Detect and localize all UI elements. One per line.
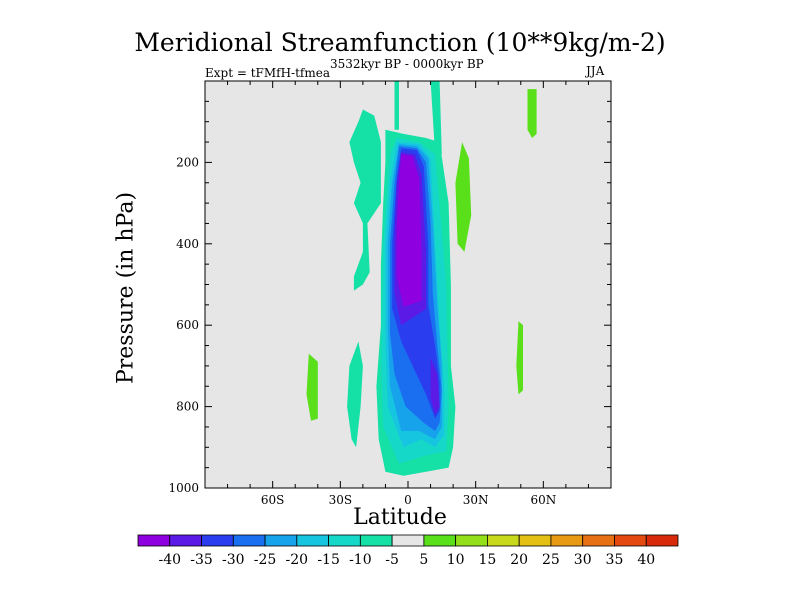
x-tick-label-60S: 60S [261, 493, 285, 507]
x-axis-label: Latitude [353, 505, 447, 530]
experiment-label: Expt = tFMfH-tfmea [205, 66, 331, 80]
colorbar-label-10: 10 [447, 552, 465, 568]
colorbar-box-4 [264, 534, 298, 547]
y-tick-label-800: 800 [176, 400, 199, 414]
contour-region--40 [396, 154, 422, 307]
colorbar-box-3 [232, 534, 266, 547]
colorbar-box-0 [137, 534, 171, 547]
colorbar-box-11 [487, 534, 520, 547]
x-tick-label-30S: 30S [329, 493, 353, 507]
contour-region-10 [516, 321, 523, 395]
colorbar-label-35: 35 [606, 552, 624, 568]
colorbar-box-16 [645, 534, 679, 547]
colorbar-label--20: -20 [286, 552, 309, 568]
colorbar-label-30: 30 [574, 552, 592, 568]
colorbar-box-1 [169, 534, 202, 547]
contour-region--5 [394, 81, 399, 130]
colorbar-label--10: -10 [349, 552, 372, 568]
contour-region--5 [349, 109, 381, 291]
contour-region-10 [306, 353, 318, 421]
contour-region--5 [347, 341, 363, 448]
colorbar-label-15: 15 [478, 552, 496, 568]
colorbar-box-8 [391, 534, 425, 547]
colorbar-label--5: -5 [385, 552, 399, 568]
colorbar-label--25: -25 [254, 552, 277, 568]
contour-region-10 [455, 142, 472, 252]
colorbar-box-9 [423, 534, 457, 547]
contour-regions [306, 81, 537, 476]
colorbar-box-5 [296, 534, 329, 547]
colorbar-label--15: -15 [317, 552, 340, 568]
colorbar-box-6 [328, 534, 361, 547]
colorbar: -40 -35 -30 -25 -20 -15 -10 -5 5 10 15 20 25 30 35 40 [137, 534, 679, 568]
colorbar-label--35: -35 [190, 552, 213, 568]
colorbar-box-12 [518, 534, 552, 547]
colorbar-label-40: 40 [637, 552, 655, 568]
contour-region--5 [430, 81, 442, 155]
chart-title: Meridional Streamfunction (10**9kg/m-2) [134, 28, 666, 57]
y-tick-label-1000: 1000 [168, 481, 199, 495]
colorbar-box-13 [550, 534, 584, 547]
x-tick-label-30N: 30N [463, 493, 489, 507]
colorbar-label-5: 5 [419, 552, 428, 568]
colorbar-box-7 [359, 534, 393, 547]
colorbar-box-14 [582, 534, 615, 547]
y-axis-label: Pressure (in hPa) [113, 191, 139, 385]
colorbar-label--40: -40 [158, 552, 181, 568]
y-tick-label-600: 600 [176, 318, 199, 332]
colorbar-box-15 [614, 534, 647, 547]
x-tick-label-60N: 60N [530, 493, 556, 507]
colorbar-label--30: -30 [222, 552, 245, 568]
x-tick-label-0: 0 [404, 493, 412, 507]
contour-region-10 [527, 89, 537, 138]
season-label: JJA [586, 64, 605, 78]
y-tick-label-400: 400 [176, 237, 199, 251]
colorbar-label-20: 20 [510, 552, 528, 568]
contour-region--35 [430, 357, 440, 415]
axes: 60S 30S 0 30N 60N 200 400 600 800 1000 [168, 81, 611, 507]
y-tick-label-200: 200 [176, 155, 199, 169]
colorbar-label-25: 25 [542, 552, 560, 568]
colorbar-box-2 [201, 534, 234, 547]
period-label: 3532kyr BP - 0000kyr BP [330, 57, 484, 71]
colorbar-box-10 [455, 534, 488, 547]
